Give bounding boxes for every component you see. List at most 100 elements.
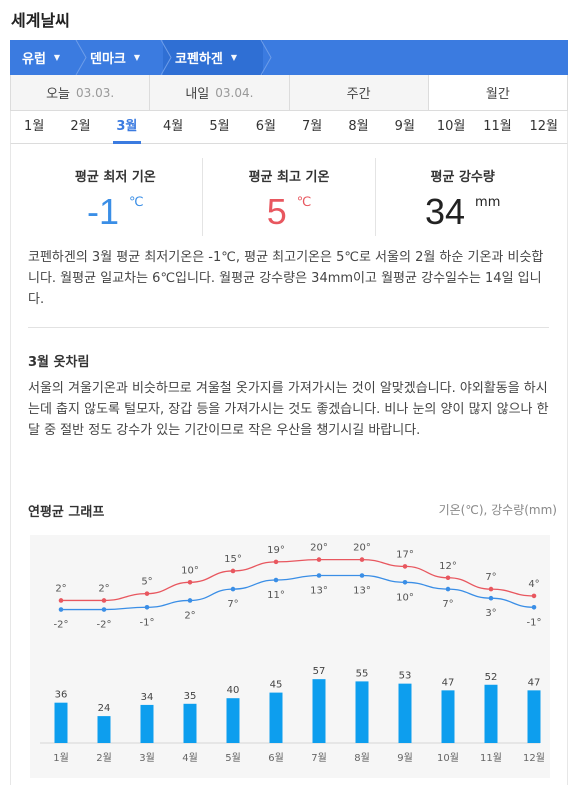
tab-month-10[interactable]: 10월 <box>436 119 466 134</box>
tab-weekly[interactable]: 주간 <box>290 75 429 110</box>
x-tick-label: 12월 <box>523 752 545 764</box>
tab-month-12[interactable]: 12월 <box>529 119 559 134</box>
rain-label: 55 <box>356 668 369 679</box>
tab-month-6[interactable]: 6월 <box>255 119 276 134</box>
x-tick-label: 4월 <box>182 752 198 764</box>
x-tick-label: 9월 <box>397 752 413 764</box>
stat-rain: 평균 강수량 34 mm <box>376 158 549 236</box>
main-content: 평균 최저 기온 -1 ℃ 평균 최고 기온 5 ℃ 평균 강수량 34 mm … <box>10 144 568 785</box>
high-temp-label: 12° <box>439 561 457 572</box>
high-temp-label: 2° <box>98 583 109 594</box>
low-temp-label: 13° <box>310 585 328 596</box>
x-tick-label: 6월 <box>268 752 284 764</box>
tab-month-5[interactable]: 5월 <box>209 119 230 134</box>
stat-min-value: -1 <box>87 191 120 232</box>
rain-label: 36 <box>55 690 68 701</box>
stat-max-unit: ℃ <box>296 195 312 210</box>
tab-monthly[interactable]: 월간 <box>428 75 567 110</box>
tab-month-7[interactable]: 7월 <box>302 119 323 134</box>
divider <box>28 327 549 328</box>
breadcrumb-city-label: 코펜하겐 <box>175 52 223 67</box>
climate-description: 코펜하겐의 3월 평균 최저기온은 -1℃, 평균 최고기온은 5℃로 서울의 … <box>28 250 544 307</box>
rain-label: 24 <box>98 703 111 714</box>
high-temp-point <box>58 598 64 603</box>
chevron-right-icon <box>75 40 87 76</box>
breadcrumb-country-label: 덴마크 <box>90 52 126 67</box>
low-temp-line <box>61 574 535 611</box>
low-temp-label: -1° <box>140 617 155 628</box>
rain-label: 47 <box>528 677 541 688</box>
low-temp-point <box>101 607 107 612</box>
low-temp-point <box>531 604 537 610</box>
low-temp-label: -2° <box>97 620 112 631</box>
tab-monthly-label: 월간 <box>485 87 510 102</box>
stat-rain-value: 34 <box>424 191 466 232</box>
x-tick-label: 7월 <box>311 752 327 764</box>
rain-label: 52 <box>485 672 498 683</box>
tab-month-3[interactable]: 3월 <box>104 111 150 143</box>
high-temp-label: 20° <box>310 543 328 554</box>
caret-down-icon: ▼ <box>133 53 141 62</box>
low-temp-point <box>273 577 279 583</box>
x-tick-label: 11월 <box>480 752 502 764</box>
page-title: 세계날씨 <box>11 11 70 30</box>
tab-tomorrow-date: 03.04. <box>215 85 254 100</box>
high-temp-line <box>61 558 535 602</box>
tab-month-4[interactable]: 4월 <box>163 119 184 134</box>
high-temp-point <box>445 575 451 581</box>
tab-month-9[interactable]: 9월 <box>394 119 415 134</box>
high-temp-label: 17° <box>396 549 414 560</box>
high-temp-point <box>187 580 193 585</box>
rain-label: 40 <box>227 685 240 696</box>
high-temp-label: 4° <box>528 579 539 590</box>
stat-rain-unit: mm <box>475 195 501 210</box>
stat-max-value: 5 <box>266 191 287 232</box>
high-temp-point <box>402 564 408 569</box>
breadcrumb-country[interactable]: 덴마크 ▼ <box>78 40 163 75</box>
high-temp-label: 7° <box>485 572 496 583</box>
tab-month-11[interactable]: 11월 <box>483 119 512 134</box>
caret-down-icon: ▼ <box>53 53 61 62</box>
month-tabs: 1월 2월 3월 4월 5월 6월 7월 8월 9월 10월 11월 12월 <box>10 111 568 144</box>
low-temp-point <box>402 580 408 585</box>
tab-tomorrow[interactable]: 내일 03.04. <box>150 75 290 110</box>
rain-label: 57 <box>313 666 326 677</box>
tab-month-2[interactable]: 2월 <box>70 119 91 134</box>
stat-rain-label: 평균 강수량 <box>430 170 495 185</box>
rain-bar <box>398 683 412 743</box>
breadcrumb-continent[interactable]: 유럽 ▼ <box>10 40 78 75</box>
low-temp-label: -1° <box>527 617 542 628</box>
chevron-right-icon <box>260 40 272 76</box>
rain-label: 45 <box>270 680 283 691</box>
tab-tomorrow-label: 내일 <box>185 87 210 102</box>
high-temp-label: 5° <box>141 577 152 588</box>
tab-today[interactable]: 오늘 03.03. <box>11 75 151 110</box>
rain-bar <box>312 679 326 743</box>
x-tick-label: 5월 <box>225 752 241 764</box>
high-temp-label: 19° <box>267 545 285 556</box>
high-temp-label: 10° <box>181 565 199 576</box>
high-temp-point <box>101 598 107 603</box>
low-temp-label: 11° <box>267 590 285 601</box>
low-temp-label: 3° <box>485 608 496 619</box>
low-temp-point <box>230 586 236 592</box>
rain-label: 34 <box>141 692 154 703</box>
high-temp-label: 2° <box>55 583 66 594</box>
low-temp-point <box>488 595 494 601</box>
rain-bar <box>527 690 541 743</box>
rain-label: 35 <box>184 691 197 702</box>
rain-bar <box>355 681 369 743</box>
graph-title: 연평균 그래프 <box>28 505 105 520</box>
tab-month-1[interactable]: 1월 <box>24 119 45 134</box>
low-temp-point <box>58 607 64 612</box>
breadcrumb-city[interactable]: 코펜하겐 ▼ <box>163 40 263 75</box>
rain-label: 47 <box>442 677 455 688</box>
low-temp-label: 2° <box>184 610 195 621</box>
rain-label: 53 <box>399 671 412 682</box>
x-tick-label: 1월 <box>53 752 69 764</box>
annual-chart-svg: 2° 2° 5° 10° 15° 19° 20° 20° 17° 12° 7° 4° -2° -2° -1°… <box>40 543 545 764</box>
low-temp-point <box>187 598 193 603</box>
x-tick-label: 3월 <box>139 752 155 764</box>
stat-min-unit: ℃ <box>129 195 144 210</box>
tab-month-8[interactable]: 8월 <box>348 119 369 134</box>
